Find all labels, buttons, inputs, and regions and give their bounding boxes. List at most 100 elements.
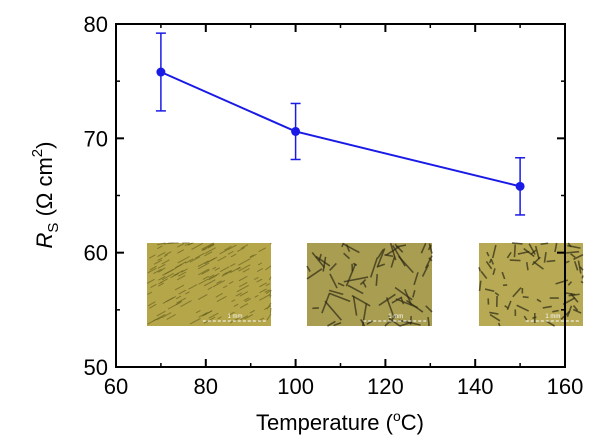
scale-label: 1 mm — [228, 314, 243, 320]
x-axis-title: Temperature (oC) — [256, 408, 424, 435]
inset-texture — [228, 244, 237, 250]
inset-texture — [164, 267, 177, 275]
inset-texture — [178, 289, 187, 295]
x-title-sup: o — [393, 408, 401, 424]
inset-texture — [229, 316, 242, 324]
inset-texture — [398, 319, 421, 326]
data-point — [515, 181, 525, 191]
inset-background — [307, 243, 432, 326]
inset-texture — [377, 263, 386, 268]
inset-texture — [492, 268, 496, 276]
inset-texture — [158, 275, 166, 281]
inset-texture — [391, 319, 401, 327]
inset-texture — [337, 282, 345, 287]
data-point — [291, 126, 301, 136]
inset-texture — [208, 274, 218, 281]
inset-texture — [221, 270, 233, 277]
inset-texture — [395, 244, 407, 248]
inset-texture — [327, 320, 336, 327]
inset-image: 1 mm — [146, 242, 272, 326]
inset-texture — [377, 248, 385, 259]
inset-texture — [185, 258, 194, 264]
inset-texture — [176, 297, 187, 304]
inset-texture — [244, 313, 254, 320]
inset-texture — [545, 320, 556, 327]
inset-texture — [191, 242, 204, 250]
inset-texture — [384, 254, 394, 258]
inset-texture — [177, 256, 190, 264]
inset-texture — [253, 276, 259, 281]
inset-texture — [177, 249, 185, 254]
inset-texture — [566, 250, 580, 254]
inset-texture — [478, 280, 482, 292]
inset-texture — [491, 244, 497, 259]
inset-texture — [485, 260, 493, 270]
inset-texture — [203, 311, 209, 316]
inset-texture — [324, 300, 343, 321]
inset-texture — [208, 312, 219, 319]
inset-texture — [412, 290, 416, 298]
inset-texture — [148, 303, 157, 309]
inset-texture — [369, 257, 379, 278]
inset-texture — [394, 286, 413, 301]
inset-texture — [212, 279, 226, 288]
inset-texture — [187, 242, 193, 246]
inset-texture — [577, 260, 582, 274]
inset-texture — [149, 254, 156, 259]
inset-texture — [567, 281, 573, 286]
inset-texture — [258, 247, 266, 253]
x-tick-label: 80 — [194, 374, 218, 399]
inset-texture — [249, 309, 256, 314]
inset-texture — [421, 264, 430, 277]
inset-texture — [180, 300, 192, 308]
inset-texture — [176, 243, 185, 248]
inset-texture — [361, 303, 368, 327]
inset-texture — [329, 273, 338, 289]
inset-texture — [157, 257, 163, 261]
inset-texture — [237, 247, 246, 253]
inset-texture — [238, 258, 251, 266]
inset-texture — [269, 307, 272, 314]
inset-texture — [147, 318, 157, 325]
inset-texture — [318, 253, 322, 261]
inset-texture — [238, 264, 251, 272]
inset-texture — [228, 280, 234, 285]
inset-texture — [195, 309, 201, 314]
inset-texture — [243, 297, 250, 301]
inset-texture — [570, 253, 576, 259]
inset-texture — [157, 282, 165, 287]
inset-texture — [536, 298, 542, 303]
inset-texture — [522, 296, 529, 299]
inset-texture — [160, 267, 166, 271]
inset-texture — [478, 267, 481, 272]
inset-texture — [516, 304, 530, 312]
inset-texture — [427, 317, 430, 326]
inset-texture — [174, 272, 179, 276]
y-title-end: ) — [32, 142, 57, 149]
inset-texture — [333, 321, 342, 327]
inset-texture — [376, 248, 386, 268]
inset-texture — [242, 268, 250, 273]
inset-texture — [315, 255, 331, 267]
inset-texture — [490, 259, 495, 265]
inset-texture — [343, 252, 351, 260]
inset-texture — [428, 243, 433, 254]
inset-texture — [540, 242, 549, 246]
inset-texture — [167, 303, 177, 310]
inset-texture — [257, 262, 263, 266]
inset-texture — [528, 243, 536, 255]
y-title-symbol: R — [32, 232, 57, 248]
inset-texture — [420, 242, 427, 254]
inset-texture — [228, 311, 235, 316]
inset-texture — [156, 310, 166, 317]
inset-texture — [175, 300, 183, 305]
inset-texture — [157, 245, 163, 250]
inset-texture — [581, 275, 584, 279]
inset-texture — [230, 253, 237, 258]
inset-texture — [203, 316, 216, 324]
inset-texture — [202, 275, 209, 280]
inset-texture — [546, 259, 556, 263]
inset-texture — [177, 271, 187, 277]
inset-texture — [227, 250, 234, 255]
